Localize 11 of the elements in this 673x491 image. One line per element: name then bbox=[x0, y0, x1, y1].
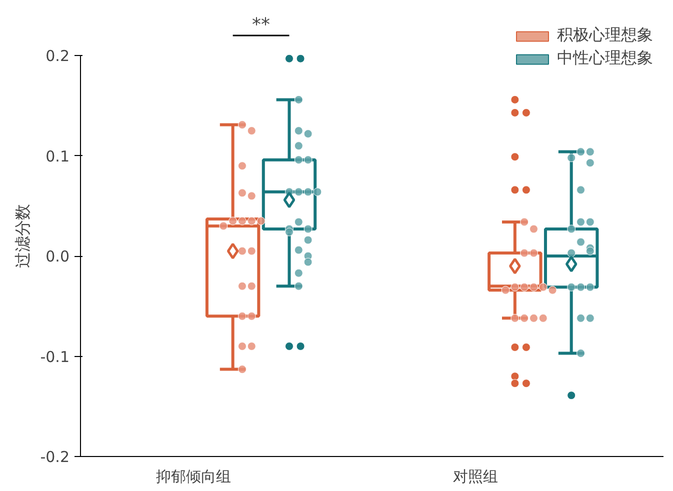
x-tick-label: 抑郁倾向组 bbox=[156, 468, 231, 486]
y-axis-title: 过滤分数 bbox=[13, 204, 32, 268]
text: ** bbox=[252, 14, 270, 36]
y-tick-label: 0.2 bbox=[46, 47, 70, 66]
x-tick-label: 对照组 bbox=[452, 468, 498, 486]
y-tick-label: -0.1 bbox=[40, 348, 70, 366]
y-tick-label: -0.2 bbox=[40, 448, 70, 466]
legend-label: 中性心理想象 bbox=[557, 48, 653, 69]
legend-label: 积极心理想象 bbox=[557, 25, 653, 46]
y-tick-label: 0.1 bbox=[46, 147, 70, 166]
y-tick-label: 0.0 bbox=[46, 248, 70, 266]
